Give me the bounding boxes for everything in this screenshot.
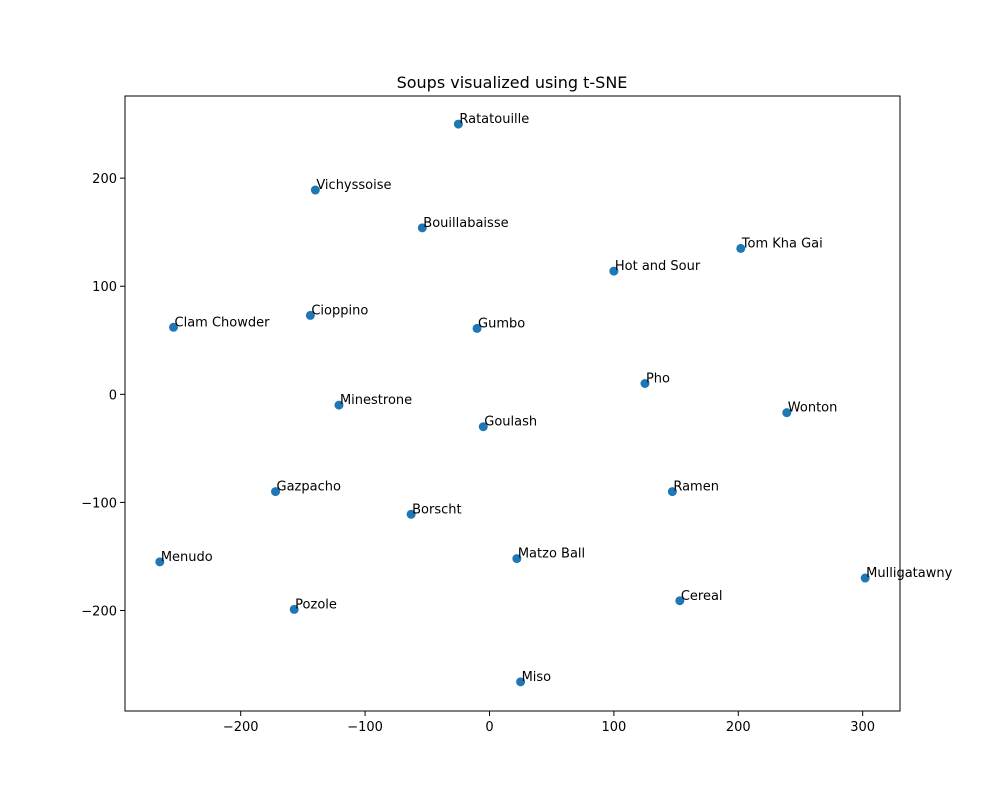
data-point: [516, 677, 526, 687]
data-point: [609, 266, 619, 276]
data-point: [478, 422, 488, 432]
data-point: [472, 323, 482, 333]
point-label: Mulligatawny: [866, 566, 952, 581]
data-point: [453, 119, 463, 129]
data-point: [675, 596, 685, 606]
y-axis: −200 −100 0 100 200: [81, 172, 125, 619]
x-tick-label: 100: [601, 720, 626, 735]
y-tick-label: −200: [81, 604, 117, 619]
data-point: [155, 557, 165, 567]
point-label: Hot and Sour: [615, 259, 701, 274]
data-point: [271, 487, 281, 497]
point-labels: Ratatouille Vichyssoise Bouillabaisse Tom K…: [161, 112, 953, 685]
point-label: Vichyssoise: [316, 178, 391, 193]
point-label: Cioppino: [311, 303, 368, 318]
point-label: Borscht: [412, 502, 461, 517]
point-label: Matzo Ball: [518, 547, 585, 562]
x-axis: −200 −100 0 100 200 300: [223, 711, 875, 735]
x-tick-label: 200: [726, 720, 751, 735]
point-label: Pho: [646, 372, 670, 387]
y-tick-label: 100: [92, 280, 117, 295]
point-label: Bouillabaisse: [423, 216, 508, 231]
data-point: [310, 185, 320, 195]
point-label: Gumbo: [478, 316, 525, 331]
plot-frame: [124, 95, 901, 712]
data-point: [305, 310, 315, 320]
data-point: [169, 322, 179, 332]
x-tick-label: 300: [850, 720, 875, 735]
chart-title: Soups visualized using t-SNE: [397, 73, 628, 92]
point-label: Minestrone: [340, 393, 412, 408]
data-point: [289, 604, 299, 614]
y-tick-label: 0: [109, 388, 117, 403]
point-label: Pozole: [295, 597, 337, 612]
y-tick-label: −100: [81, 496, 117, 511]
point-label: Gazpacho: [277, 480, 341, 495]
y-tick-label: 200: [92, 172, 117, 187]
point-label: Clam Chowder: [175, 315, 271, 330]
point-label: Tom Kha Gai: [741, 236, 823, 251]
x-tick-label: −200: [223, 720, 259, 735]
data-point: [860, 573, 870, 583]
x-tick-label: 0: [485, 720, 493, 735]
data-points: [155, 119, 870, 687]
data-point: [512, 554, 522, 564]
point-label: Wonton: [788, 401, 838, 416]
point-label: Ramen: [673, 480, 719, 495]
point-label: Goulash: [484, 415, 537, 430]
point-label: Cereal: [681, 589, 723, 604]
point-label: Ratatouille: [459, 112, 529, 127]
data-point: [640, 379, 650, 389]
x-tick-label: −100: [347, 720, 383, 735]
data-point: [667, 487, 677, 497]
data-point: [736, 243, 746, 253]
point-label: Menudo: [161, 550, 213, 565]
data-point: [406, 509, 416, 519]
data-point: [782, 408, 792, 418]
data-point: [417, 223, 427, 233]
point-label: Miso: [522, 670, 552, 685]
data-point: [334, 400, 344, 410]
